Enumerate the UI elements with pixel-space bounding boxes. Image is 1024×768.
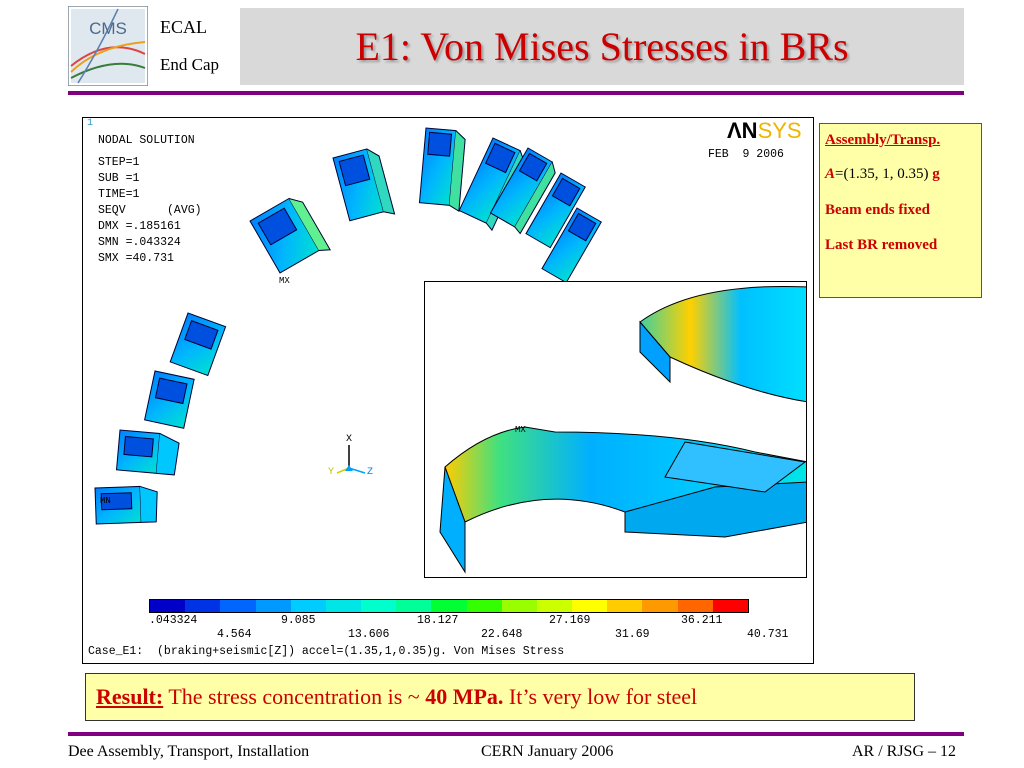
result-text-1: The stress concentration is ~ bbox=[163, 684, 426, 709]
endcap-label: End Cap bbox=[160, 55, 220, 74]
bracket-7 bbox=[249, 197, 331, 274]
info-smx: SMX =40.731 bbox=[98, 252, 174, 265]
note-acceleration: A=(1.35, 1, 0.35) g bbox=[825, 166, 940, 183]
result-text: Result: The stress concentration is ~ 40… bbox=[96, 684, 697, 710]
info-time: TIME=1 bbox=[98, 188, 140, 201]
legend-swatch bbox=[150, 600, 186, 612]
note-assembly: Assembly/Transp. bbox=[825, 132, 941, 148]
note-accel-symbol: A bbox=[825, 166, 836, 182]
mx-marker-main: MX bbox=[279, 276, 290, 286]
bracket-5 bbox=[525, 172, 586, 249]
legend-swatch bbox=[642, 600, 678, 612]
legend-swatch bbox=[290, 600, 326, 612]
legend-swatch bbox=[220, 600, 256, 612]
note-beam-ends: Beam ends fixed bbox=[825, 202, 930, 218]
legend-max-value: 40.731 bbox=[747, 628, 789, 641]
legend-swatch bbox=[431, 600, 467, 612]
result-value: 40 MPa. bbox=[425, 684, 504, 709]
cms-logo: CMS bbox=[67, 5, 149, 87]
footer-left: Dee Assembly, Transport, Installation bbox=[68, 743, 310, 760]
bracket-11 bbox=[94, 485, 158, 525]
bracket-10 bbox=[115, 429, 180, 476]
legend-swatch bbox=[712, 600, 748, 612]
legend-value-2: 9.085 bbox=[281, 614, 316, 627]
bracket-1 bbox=[332, 148, 396, 222]
bottom-divider bbox=[68, 732, 964, 736]
slide-title: E1: Von Mises Stresses in BRs bbox=[355, 24, 849, 69]
info-sub: SUB =1 bbox=[98, 172, 140, 185]
color-legend-bar bbox=[149, 599, 749, 613]
ansys-logo-an: ΛN bbox=[727, 118, 758, 143]
legend-value-5: 22.648 bbox=[481, 628, 523, 641]
info-seqv: SEQV (AVG) bbox=[98, 204, 202, 217]
legend-swatch bbox=[325, 600, 362, 612]
ecal-label: ECAL bbox=[160, 17, 207, 37]
legend-value-4: 18.127 bbox=[417, 614, 459, 627]
zoom-inset-render: MX bbox=[439, 285, 806, 574]
footer-right: AR / RJSG – 12 bbox=[851, 743, 956, 760]
info-nodal: NODAL SOLUTION bbox=[98, 134, 195, 147]
result-label: Result: bbox=[96, 684, 164, 709]
legend-swatch bbox=[607, 600, 643, 612]
title-bar bbox=[240, 8, 964, 85]
bracket-2 bbox=[418, 127, 466, 213]
logo-text: CMS bbox=[89, 19, 127, 38]
bracket-9 bbox=[144, 370, 195, 429]
legend-value-8: 36.211 bbox=[681, 614, 723, 627]
result-box: Result: The stress concentration is ~ 40… bbox=[85, 673, 915, 721]
window-number: 1 bbox=[87, 118, 94, 129]
axis-y-label: Y bbox=[328, 467, 334, 478]
load-case-notes: Assembly/Transp. A=(1.35, 1, 0.35) g Bea… bbox=[819, 123, 982, 298]
axis-z-label: Z bbox=[367, 467, 373, 478]
zoom-inset: MX bbox=[424, 281, 807, 578]
legend-value-6: 27.169 bbox=[549, 614, 591, 627]
axis-x-label: X bbox=[346, 434, 352, 445]
ansys-logo: ΛNSYS bbox=[727, 118, 802, 144]
result-text-2: It’s very low for steel bbox=[503, 684, 698, 709]
ansys-logo-sys: SYS bbox=[757, 118, 802, 143]
info-smn: SMN =.043324 bbox=[98, 236, 181, 249]
legend-swatch bbox=[255, 600, 291, 612]
legend-swatch bbox=[501, 600, 537, 612]
legend-swatch bbox=[185, 600, 221, 612]
bracket-6 bbox=[541, 207, 602, 284]
footer-center: CERN January 2006 bbox=[481, 743, 614, 760]
legend-value-1: 4.564 bbox=[217, 628, 252, 641]
legend-value-7: 31.69 bbox=[615, 628, 650, 641]
plot-date: FEB 9 2006 bbox=[708, 148, 784, 161]
info-step: STEP=1 bbox=[98, 156, 140, 169]
plot-caption: Case_E1: (braking+seismic[Z]) accel=(1.3… bbox=[88, 645, 565, 658]
legend-swatch bbox=[396, 600, 432, 612]
mn-marker-main: MN bbox=[100, 496, 111, 506]
note-accel-unit: g bbox=[932, 166, 940, 182]
legend-swatch bbox=[572, 600, 608, 612]
bracket-4 bbox=[489, 147, 556, 235]
mx-marker-inset: MX bbox=[515, 425, 526, 435]
fe-model-render: MX MN X Y Z bbox=[94, 127, 602, 525]
legend-min-value: .043324 bbox=[149, 614, 198, 627]
bracket-8 bbox=[169, 312, 227, 377]
note-accel-values: =(1.35, 1, 0.35) bbox=[835, 166, 933, 182]
info-dmx: DMX =.185161 bbox=[98, 220, 181, 233]
note-last-br: Last BR removed bbox=[825, 237, 938, 253]
top-divider bbox=[68, 91, 964, 95]
axis-triad: X Y Z bbox=[328, 434, 373, 478]
legend-value-3: 13.606 bbox=[348, 628, 390, 641]
legend-swatch bbox=[536, 600, 573, 612]
legend-swatch bbox=[677, 600, 713, 612]
ansys-plot: 1 NODAL SOLUTION STEP=1 SUB =1 TIME=1 SE… bbox=[82, 117, 814, 664]
legend-swatch bbox=[466, 600, 502, 612]
legend-swatch bbox=[361, 600, 397, 612]
